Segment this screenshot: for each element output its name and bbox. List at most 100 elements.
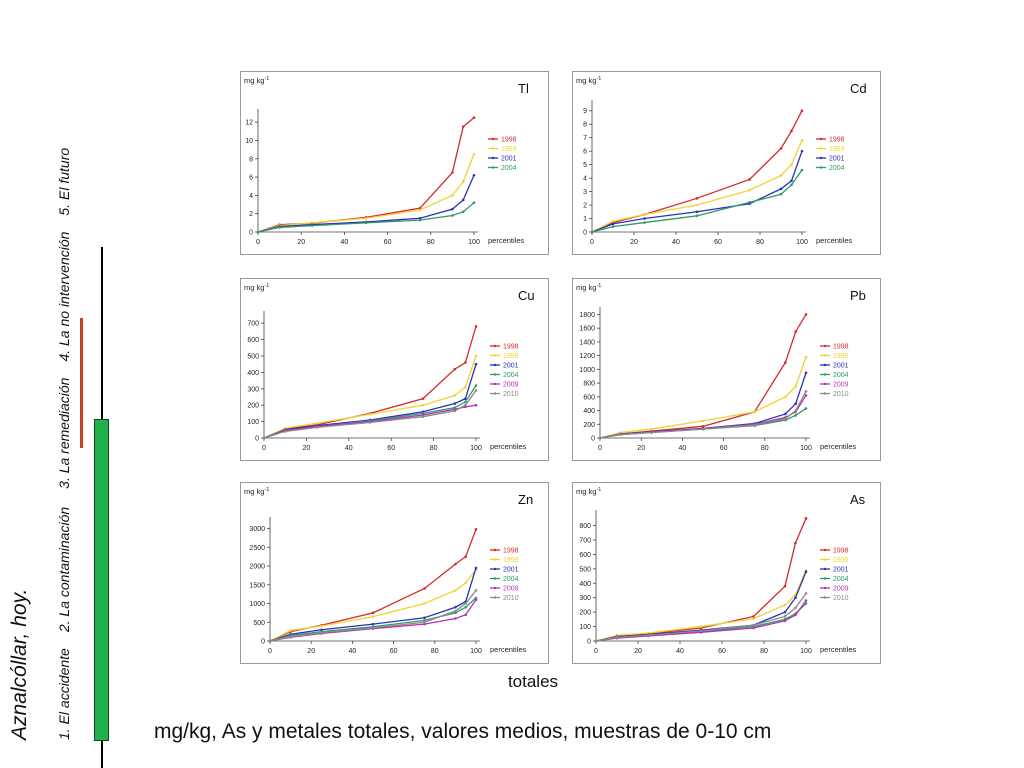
chart-cd-xlabel: percentiles: [816, 236, 853, 245]
chart-cu-point-1999: [474, 354, 478, 358]
chart-pb-legend-marker-2010: [823, 392, 827, 395]
chart-as-legend-label-2009: 2009: [833, 586, 849, 593]
chart-pb-point-1999: [804, 355, 808, 359]
timeline-bar-red: [80, 318, 83, 448]
chart-cd-ytick-label: 0: [583, 230, 587, 237]
chart-tl-legend-marker-2004: [491, 166, 495, 169]
chart-zn-point-1998: [371, 611, 375, 615]
chart-cu-point-1999: [464, 385, 467, 389]
chart-cu-legend-marker-2004: [493, 373, 497, 376]
chart-pb-ytick-label: 200: [583, 422, 595, 429]
chart-as-point-2010: [794, 606, 797, 610]
chart-zn-point-1999: [464, 581, 468, 585]
chart-tl-point-1998: [418, 206, 422, 210]
chart-pb-line-1999: [599, 356, 807, 439]
chart-pb-point-1999: [794, 385, 797, 388]
chart-as-ytick-label: 600: [579, 552, 591, 559]
chart-cd-point-1999: [643, 213, 646, 216]
chart-cd: 0 1 2 3 4 5 6 7 8 9 0 20 40 60 80 100 percentiles mg kg-1…: [572, 71, 881, 255]
chart-pb-point-2010: [784, 417, 787, 421]
chart-cu-ytick-label: 500: [247, 354, 259, 361]
chart-zn-xtick-label: 60: [390, 648, 398, 655]
chart-tl-legend-label-2001: 2001: [501, 156, 517, 163]
chart-cd-ytick-label: 9: [583, 108, 587, 115]
chart-as-title: As: [850, 492, 866, 507]
chart-cu-point-1999: [421, 403, 425, 407]
chart-tl-xlabel: percentiles: [488, 236, 525, 245]
chart-pb-xtick-label: 60: [720, 445, 728, 452]
chart-tl-legend-marker-2001: [491, 156, 495, 160]
chart-cu-point-2010: [262, 436, 266, 440]
chart-as-point-2010: [783, 615, 787, 618]
chart-cu-ylabel: mg kg-1: [244, 283, 269, 292]
chart-cu-point-1998: [464, 361, 467, 364]
chart-as-point-1999: [752, 617, 755, 620]
chart-cd-point-1999: [611, 219, 615, 223]
chart-zn-legend-label-2001: 2001: [503, 567, 519, 574]
chart-cd-point-2004: [611, 225, 615, 228]
chart-cd-xtick-label: 100: [796, 239, 808, 246]
chart-tl-ytick-label: 0: [249, 230, 253, 237]
chart-tl-xtick-label: 100: [468, 239, 480, 246]
chart-cd-point-2004: [643, 221, 646, 224]
chart-pb-line-2010: [599, 391, 807, 439]
chart-zn-point-2004: [423, 619, 426, 622]
chart-pb-point-1999: [784, 395, 787, 399]
chart-as-xtick-label: 20: [634, 648, 642, 655]
chart-as-ytick-label: 700: [579, 537, 591, 544]
chart-cd-title: Cd: [850, 81, 867, 96]
chart-pb-point-1998: [794, 330, 797, 333]
chart-pb-ytick-label: 400: [583, 408, 595, 415]
chart-as-legend-marker-2001: [823, 567, 827, 571]
chart-pb: 0 200 400 600 800 1000 1200 1400 1600 1800 0 20 40 60…: [572, 278, 881, 461]
chart-cu-xtick-label: 20: [303, 445, 311, 452]
chart-as-frame: [572, 482, 881, 664]
timeline-bar-green: [94, 419, 109, 741]
chart-cu-point-2004: [474, 384, 478, 387]
chart-as-xtick-label: 0: [594, 648, 598, 655]
chart-zn-line-2001: [269, 567, 477, 642]
chart-as-point-2009: [783, 619, 787, 623]
chart-cd-line-2001: [591, 150, 803, 233]
chart-cd-line-1998: [591, 110, 803, 233]
chart-cd-point-2004: [800, 168, 804, 172]
chart-cd-point-1998: [790, 129, 793, 133]
chart-zn-point-2001: [423, 616, 426, 620]
chart-zn-point-2001: [371, 622, 375, 626]
chart-as-ylabel: mg kg-1: [576, 487, 601, 496]
chart-cu-line-2009: [263, 404, 477, 439]
chart-as-point-1998: [752, 615, 755, 618]
chart-cu-ytick-label: 200: [247, 403, 259, 410]
chart-pb-point-2010: [753, 423, 756, 427]
chart-zn-point-1999: [289, 629, 292, 632]
chart-tl-point-2004: [461, 210, 465, 214]
chart-as-point-2004: [804, 602, 808, 605]
chart-as-ytick-label: 500: [579, 566, 591, 573]
chart-zn-point-2001: [454, 605, 457, 609]
chart-pb-ytick-label: 1200: [579, 353, 595, 360]
chart-pb-legend-marker-2001: [823, 363, 827, 367]
chart-zn-point-2010: [474, 589, 478, 592]
chart-tl-ytick-label: 12: [245, 120, 253, 127]
chart-cu-point-2010: [368, 421, 372, 424]
chart-tl-line-1999: [257, 153, 475, 233]
chart-cd-ytick-label: 5: [583, 162, 587, 169]
chart-zn-line-2010: [269, 589, 477, 642]
chart-cu-legend-label-1999: 1999: [503, 353, 519, 360]
chart-pb-ytick-label: 1800: [579, 312, 595, 319]
chart-zn-point-2010: [423, 620, 426, 624]
chart-cd-legend-marker-2004: [819, 166, 823, 169]
chart-tl-point-1998: [472, 116, 476, 119]
chart-as-point-2009: [752, 626, 755, 630]
chart-cd-ytick-label: 8: [583, 122, 587, 129]
chart-cu-point-2009: [474, 403, 478, 407]
chart-cu-point-1999: [368, 412, 372, 416]
chart-cu-ytick-label: 100: [247, 419, 259, 426]
chart-as-legend-marker-1999: [823, 558, 827, 561]
chart-pb-point-1998: [804, 313, 808, 316]
chart-cu-ytick-label: 300: [247, 386, 259, 393]
chart-as-legend-label-1999: 1999: [833, 557, 849, 564]
chart-cd-point-2001: [643, 217, 646, 220]
chart-pb-point-1999: [701, 419, 705, 423]
chart-tl-line-1998: [257, 117, 475, 233]
